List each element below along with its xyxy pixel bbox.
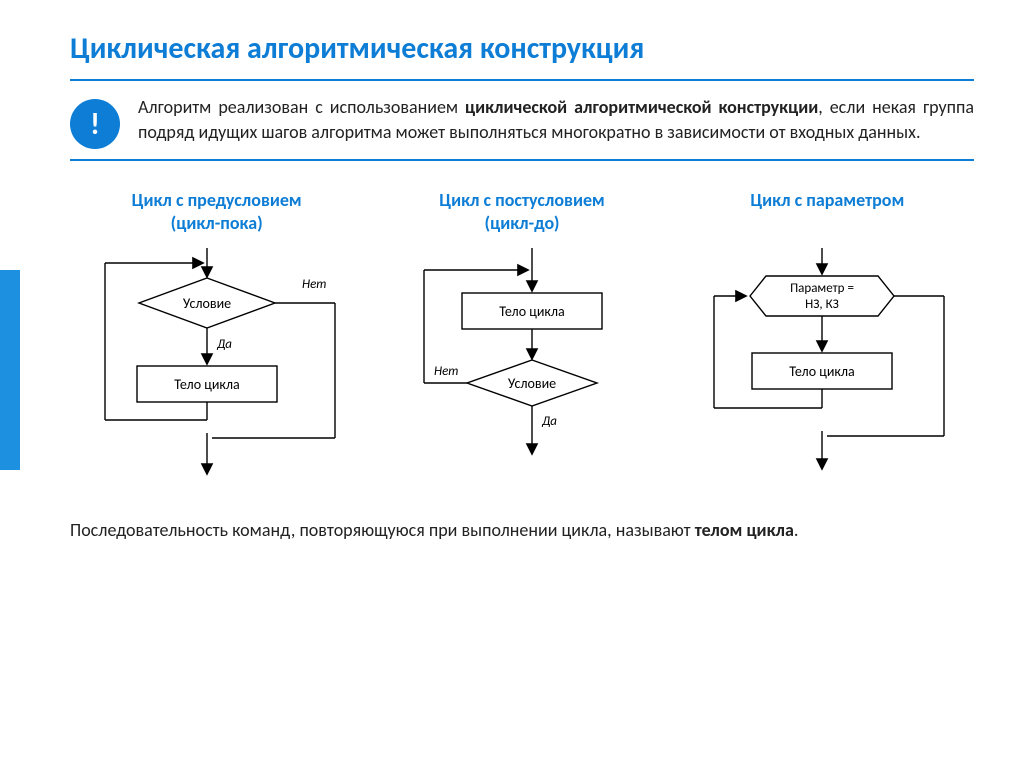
footer-pre: Последовательность команд, повторяющуюся… [70,519,695,541]
d2-body: Тело цикла [499,303,564,320]
diag1-t1: Цикл с предусловием [132,189,302,211]
info-text: Алгоритм реализован с использованием цик… [138,95,974,145]
d3-param2: НЗ, КЗ [805,297,839,312]
diag3-t1: Цикл с параметром [750,189,904,211]
diag3-svg: Параметр = НЗ, КЗ Тело цикла [682,248,972,478]
side-accent-bar [0,270,20,470]
divider-top [70,79,974,81]
d1-no: Нет [302,277,327,292]
d1-cond: Условие [183,295,231,312]
d1-yes: Да [216,337,232,352]
diag1-t2: (цикл-пока) [171,212,263,234]
diagram-postcondition: Цикл с постусловием (цикл-до) Тело цикла [375,189,668,478]
footer-post: . [794,519,799,541]
info-pre: Алгоритм реализован с использованием [138,96,465,118]
d2-no: Нет [434,364,459,379]
d3-body: Тело цикла [790,363,855,380]
info-block: ! Алгоритм реализован с использованием ц… [70,95,974,149]
diag3-title: Цикл с параметром [681,189,974,236]
d3-param: Параметр = [790,281,854,296]
slide-content: Циклическая алгоритмическая конструкция … [0,0,1024,573]
footer-bold: телом цикла [695,519,794,541]
diag2-t2: (цикл-до) [485,212,560,234]
d2-cond: Условие [508,375,556,392]
d1-body: Тело цикла [174,376,239,393]
footer-text: Последовательность команд, повторяющуюся… [70,518,974,543]
diagram-precondition: Цикл с предусловием (цикл-пока) Условие … [70,189,363,478]
page-title: Циклическая алгоритмическая конструкция [70,30,974,67]
info-bold: циклической алгоритмической конструкции [465,96,818,118]
diagram-parameter: Цикл с параметром Параметр = НЗ, КЗ [681,189,974,478]
diag2-svg: Тело цикла Условие Нет Да [382,248,662,478]
diag1-svg: Условие Нет Да Тело цикла [77,248,357,478]
diag2-title: Цикл с постусловием (цикл-до) [375,189,668,236]
diag2-t1: Цикл с постусловием [439,189,605,211]
diag1-title: Цикл с предусловием (цикл-пока) [70,189,363,236]
exclamation-icon: ! [70,99,120,149]
diagrams-row: Цикл с предусловием (цикл-пока) Условие … [70,189,974,478]
divider-bottom [70,159,974,161]
d2-yes: Да [541,414,557,429]
